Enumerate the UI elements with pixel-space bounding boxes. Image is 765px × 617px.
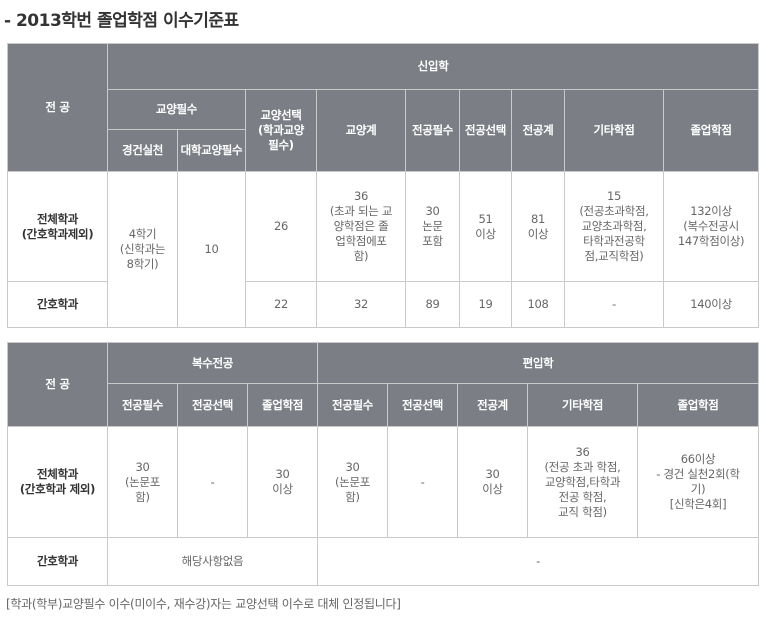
tr-major-elective-header: 전공선택 <box>387 383 458 427</box>
row-major: 간호학과 <box>7 537 108 586</box>
double-major-transfer-table: 전 공 복수전공 편입학 전공필수 전공선택 졸업학점 전공필수 전공선택 전공… <box>7 342 760 586</box>
tr-graduation-cell: 66이상 - 경건 실천2회(학 기) [신학은4회] <box>636 426 760 538</box>
major-required-cell: 89 <box>405 281 460 328</box>
double-major-header: 복수전공 <box>107 342 318 384</box>
table-row: 전체학과 (간호학과제외) 4학기 (신학과는 8학기) 10 26 36 (초… <box>7 171 760 328</box>
tr-major-elective-cell: - <box>387 426 458 538</box>
graduation-credits-cell: 140이상 <box>662 281 760 328</box>
liberal-total-cell: 32 <box>316 281 406 328</box>
row-major: 간호학과 <box>7 281 108 328</box>
liberal-total-cell: 36 (초과 되는 교 양학점은 졸 업학점에포 함) <box>316 171 406 282</box>
tr-note-cell: - <box>316 537 760 586</box>
major-elective-cell: 51 이상 <box>459 171 512 282</box>
table-row: 간호학과 해당사항없음 - <box>7 537 760 586</box>
dm-graduation-cell: 30 이상 <box>247 426 318 538</box>
freshman-credits-table: 전 공 신입학 교양필수 교양선택 (학과교양 필수) 교양계 전공필수 전공선… <box>7 43 760 328</box>
graduation-credits-header: 졸업학점 <box>662 89 760 172</box>
tr-other-cell: 36 (전공 초과 학점, 교양학점,타학과 전공 학점, 교직 학점) <box>527 426 638 538</box>
other-credits-cell: 15 (전공초과학점, 교양초과학점, 타학과전공학 점,교직학점) <box>564 171 664 282</box>
major-header: 전 공 <box>7 342 108 427</box>
table-row: 간호학과 22 32 89 19 108 - 140이상 <box>7 281 760 328</box>
major-elective-cell: 19 <box>459 281 512 328</box>
major-required-header: 전공필수 <box>405 89 460 172</box>
tr-major-total-cell: 30 이상 <box>457 426 528 538</box>
table-row: 전체학과 (간호학과 제외) 30 (논문포 함) - 30 이상 30 (논문… <box>7 426 760 538</box>
tr-graduation-header: 졸업학점 <box>636 383 760 427</box>
row-major: 전체학과 (간호학과제외) <box>7 171 108 282</box>
univ-required-cell: 10 <box>177 171 246 328</box>
row-major: 전체학과 (간호학과 제외) <box>7 426 108 538</box>
other-credits-cell: - <box>564 281 664 328</box>
practice-cell: 4학기 (신학과는 8학기) <box>107 171 178 328</box>
required-liberal-header: 교양필수 <box>107 89 246 130</box>
major-total-cell: 108 <box>511 281 565 328</box>
other-credits-header: 기타학점 <box>564 89 664 172</box>
footnote: [학과(학부)교양필수 이수(미이수, 재수강)자는 교양선택 이수로 대체 인… <box>6 597 401 611</box>
page-title: - 2013학번 졸업학점 이수기준표 <box>4 11 239 31</box>
liberal-elective-header: 교양선택 (학과교양 필수) <box>245 89 317 172</box>
dm-major-elective-header: 전공선택 <box>177 383 248 427</box>
major-header: 전 공 <box>7 43 108 172</box>
transfer-header: 편입학 <box>316 342 760 384</box>
major-required-cell: 30 논문 포함 <box>405 171 460 282</box>
dm-major-required-header: 전공필수 <box>107 383 178 427</box>
graduation-credits-cell: 132이상 (복수전공시 147학점이상) <box>662 171 760 282</box>
dm-major-required-cell: 30 (논문포 함) <box>107 426 178 538</box>
major-elective-header: 전공선택 <box>459 89 512 172</box>
freshman-header: 신입학 <box>106 43 760 90</box>
major-total-header: 전공계 <box>511 89 565 172</box>
liberal-elective-cell: 22 <box>245 281 317 328</box>
tr-major-required-cell: 30 (논문포 함) <box>317 426 388 538</box>
tr-other-header: 기타학점 <box>527 383 638 427</box>
univ-required-header: 대학교양필수 <box>177 129 246 172</box>
tr-major-total-header: 전공계 <box>457 383 528 427</box>
dm-graduation-header: 졸업학점 <box>247 383 318 427</box>
dm-major-elective-cell: - <box>177 426 248 538</box>
practice-header: 경건실천 <box>107 129 178 172</box>
major-total-cell: 81 이상 <box>511 171 565 282</box>
tr-major-required-header: 전공필수 <box>317 383 388 427</box>
liberal-total-header: 교양계 <box>316 89 406 172</box>
liberal-elective-cell: 26 <box>245 171 317 282</box>
dm-note-cell: 해당사항없음 <box>107 537 318 586</box>
